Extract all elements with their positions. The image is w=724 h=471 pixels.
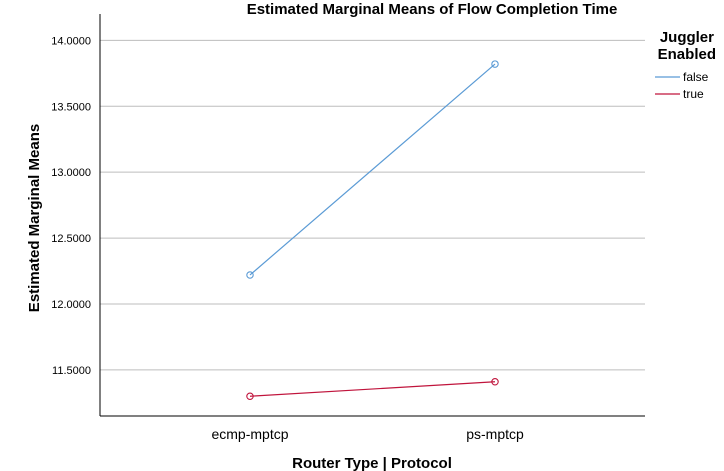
- gridlines: [100, 39, 645, 371]
- legend-item: false: [655, 70, 709, 84]
- series-false: [246, 60, 499, 279]
- y-tick-label: 12.0000: [51, 299, 91, 311]
- x-tick-labels: ecmp-mptcp ps-mptcp: [211, 426, 524, 442]
- data-point: [491, 377, 499, 386]
- legend-title-line-2: Enabled: [658, 46, 716, 63]
- legend-item: true: [655, 87, 704, 101]
- data-point: [491, 60, 499, 68]
- series-line: [249, 381, 496, 397]
- y-tick-label: 12.5000: [51, 233, 91, 245]
- y-tick-labels: 11.5000 12.0000 12.5000 13.0000 13.5000 14.00…: [51, 35, 91, 377]
- series-true: [246, 377, 499, 400]
- legend-items: false true: [655, 70, 709, 101]
- x-tick-label: ps-mptcp: [466, 426, 524, 442]
- y-tick-label: 14.0000: [51, 35, 91, 47]
- legend-label: false: [683, 70, 709, 84]
- y-tick-label: 13.0000: [51, 167, 91, 179]
- legend: Juggler Enabled false true: [655, 29, 716, 101]
- data-point: [246, 392, 254, 400]
- y-tick-label: 11.5000: [52, 365, 91, 377]
- y-axis-title: Estimated Marginal Means: [26, 124, 43, 312]
- data-point: [246, 271, 254, 279]
- x-tick-label: ecmp-mptcp: [211, 426, 288, 442]
- chart-title: Estimated Marginal Means of Flow Complet…: [247, 1, 618, 18]
- y-tick-label: 13.5000: [51, 101, 91, 113]
- series-layer: [246, 60, 499, 400]
- plot-area: [99, 14, 645, 417]
- series-line: [249, 63, 496, 276]
- legend-label: true: [683, 87, 704, 101]
- legend-title-line-1: Juggler: [660, 29, 714, 46]
- x-axis-title: Router Type | Protocol: [292, 455, 452, 471]
